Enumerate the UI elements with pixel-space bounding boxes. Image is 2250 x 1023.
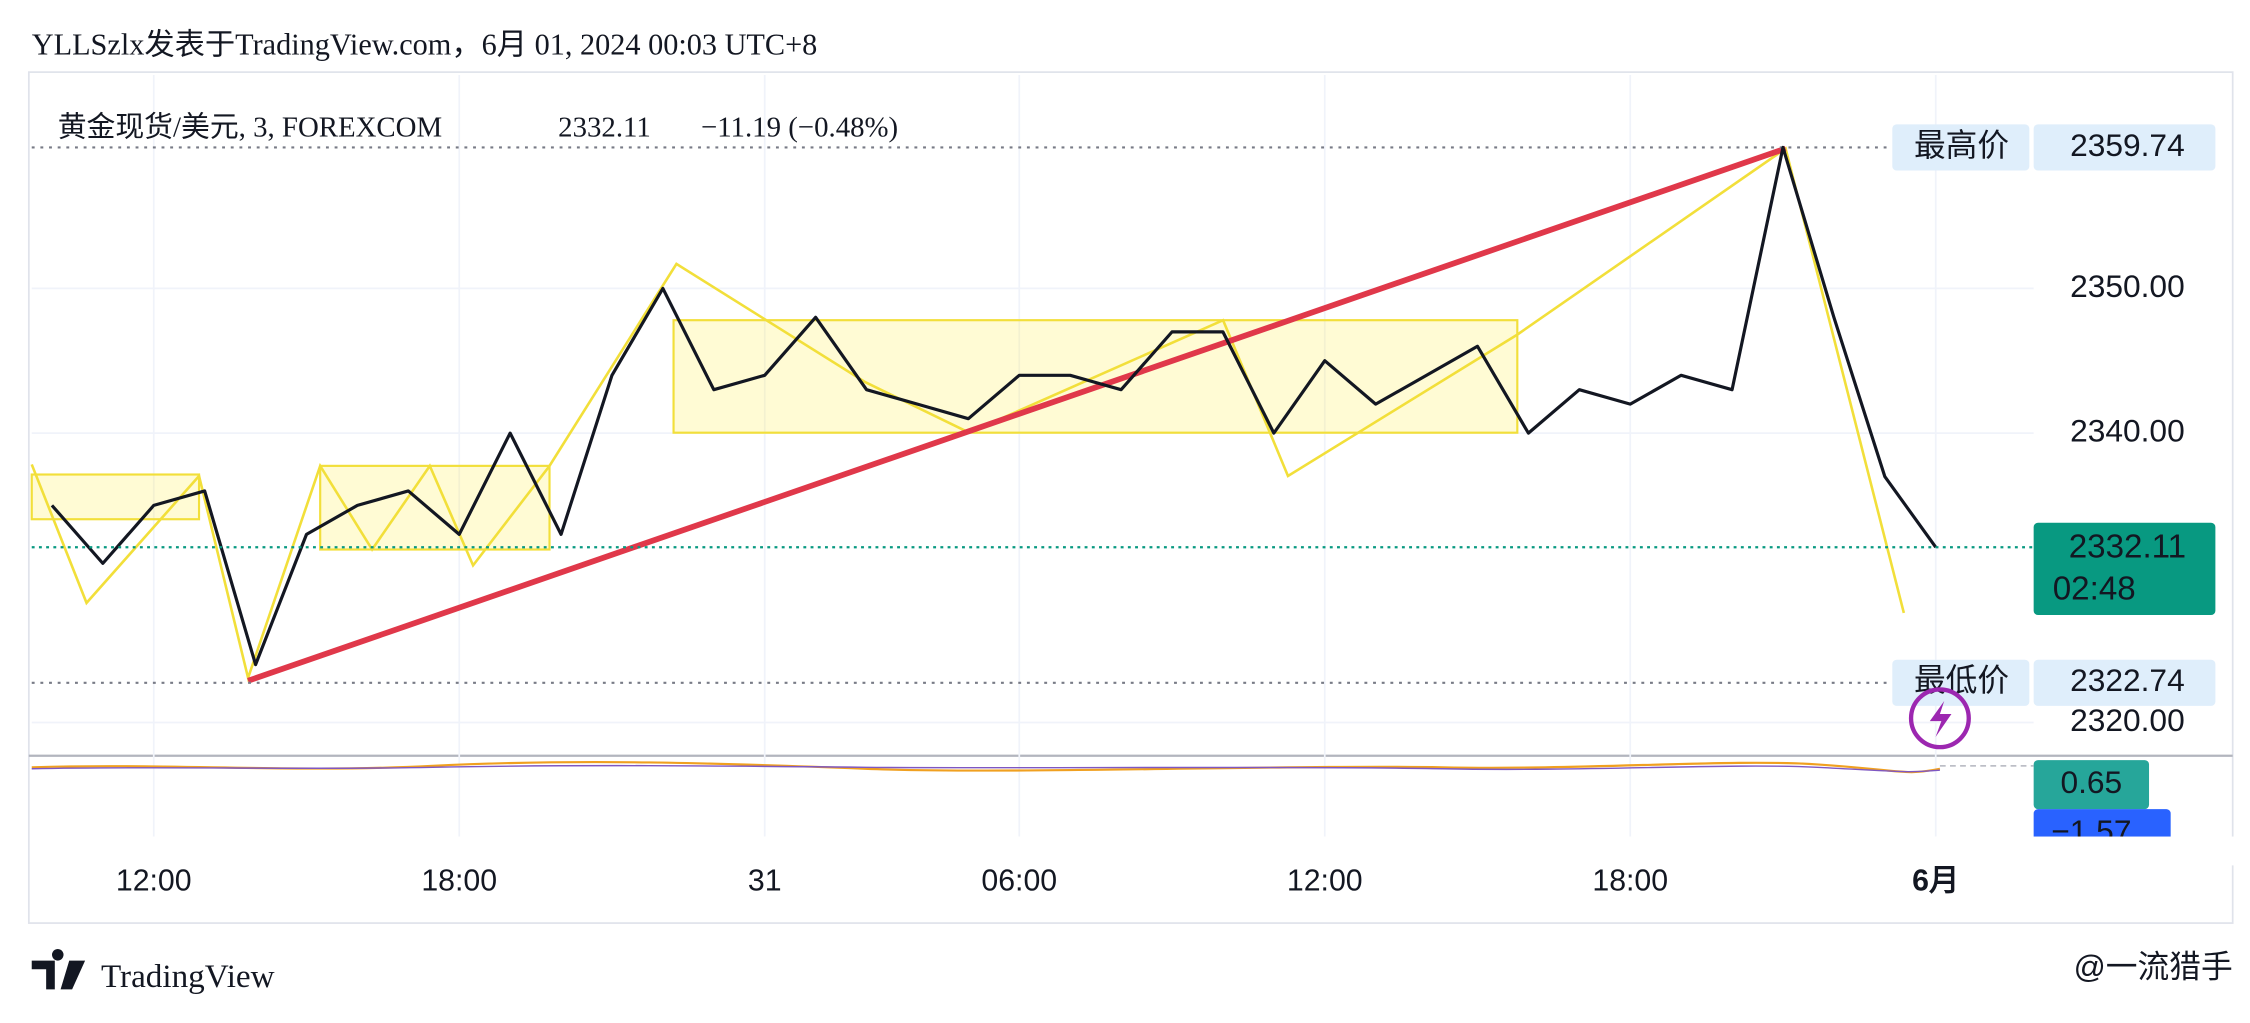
x-tick-label: 06:00 xyxy=(981,865,1057,898)
low-value: 2322.74 xyxy=(2070,662,2185,698)
trend-line xyxy=(247,145,1787,684)
event-icon[interactable] xyxy=(1908,687,1971,750)
low-value-bg xyxy=(2033,659,2216,706)
watermark: @一流猎手 xyxy=(2074,949,2233,985)
drawings xyxy=(30,145,1906,684)
x-tick-label: 18:00 xyxy=(421,865,497,898)
tv-logo xyxy=(31,949,86,990)
x-tick-label: 18:00 xyxy=(1592,865,1668,898)
x-tick-label: 31 xyxy=(748,865,782,898)
last-price-tag xyxy=(2033,522,2216,616)
x-tick-label: 12:00 xyxy=(116,865,192,898)
price-line xyxy=(50,145,1938,667)
oscillator-tag xyxy=(2033,760,2150,810)
last-price: 2332.11 xyxy=(558,111,651,143)
high-value: 2359.74 xyxy=(2070,127,2185,163)
y-tick-label: 2320.00 xyxy=(2070,702,2185,738)
event-icon-bolt xyxy=(1929,700,1952,738)
last-price-value: 2332.11 xyxy=(2069,528,2186,565)
y-tick-label: 2350.00 xyxy=(2070,268,2185,304)
countdown: 02:48 xyxy=(2053,570,2136,607)
change: −11.19 (−0.48%) xyxy=(701,111,898,143)
high-tag-bg xyxy=(1892,124,2030,171)
oscillator-line xyxy=(31,764,1940,773)
price-axis: 2320.00 2340.00 2350.00 12:00 18:00 31 06:00 12… xyxy=(116,268,2185,898)
x-tick-label: 12:00 xyxy=(1287,865,1363,898)
high-value-bg xyxy=(2033,124,2216,171)
chart-frame xyxy=(27,71,2234,924)
x-tick-label: 6月 xyxy=(1912,865,1959,898)
high-tag-label: 最高价 xyxy=(1914,127,2009,163)
y-tick-label: 2340.00 xyxy=(2070,412,2185,448)
oscillator-value: 0.65 xyxy=(2060,764,2122,800)
brand: TradingView xyxy=(101,958,275,995)
zigzag xyxy=(30,146,1906,683)
pane-clip xyxy=(2019,836,2250,866)
author-line: YLLSzlx发表于TradingView.com，6月 01, 2024 00… xyxy=(32,28,818,62)
symbol: 黄金现货/美元, 3, FOREXCOM xyxy=(58,111,442,143)
